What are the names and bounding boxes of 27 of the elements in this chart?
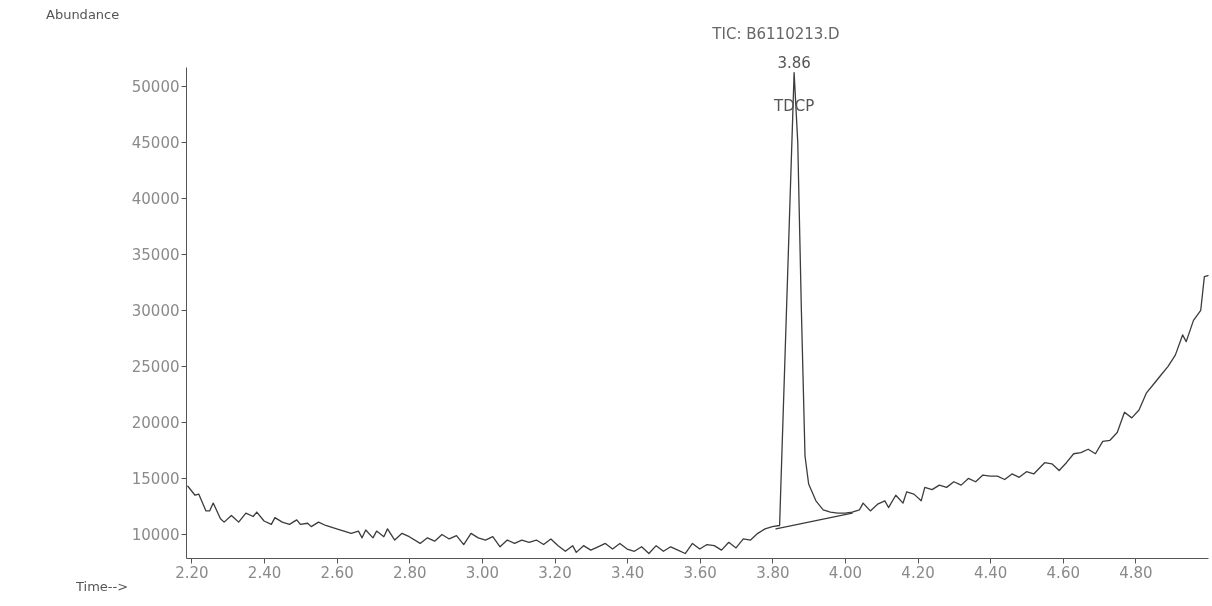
x-tick-label: 4.40 (973, 563, 1008, 582)
x-tick-label: 3.20 (538, 563, 572, 582)
x-tick-label: 4.20 (901, 563, 935, 582)
y-tick-label: 40000 (131, 189, 180, 208)
x-tick-label: 3.40 (610, 563, 645, 582)
x-tick-label: 4.80 (1119, 563, 1153, 582)
x-tick-label: 2.80 (393, 563, 427, 582)
x-tick-label: 4.00 (828, 563, 863, 582)
x-tick-label: 3.80 (756, 563, 790, 582)
x-tick-label: 3.00 (465, 563, 500, 582)
y-axis-title: Abundance (46, 7, 120, 22)
annotation: 3.86 (777, 53, 811, 72)
x-tick-label: 3.60 (683, 563, 717, 582)
y-tick-label: 25000 (131, 357, 180, 376)
x-tick-label: 4.60 (1046, 563, 1080, 582)
x-tick-label: 2.40 (247, 563, 282, 582)
y-tick-label: 45000 (131, 133, 180, 152)
x-tick-label: 2.60 (320, 563, 354, 582)
y-tick-label: 50000 (131, 77, 180, 96)
y-tick-label: 10000 (131, 525, 180, 544)
y-tick-label: 15000 (131, 469, 180, 488)
y-tick-label: 35000 (131, 245, 180, 264)
chart-title: TIC: B6110213.D (711, 25, 840, 43)
x-tick-label: 2.20 (175, 563, 209, 582)
x-axis-title: Time--> (75, 579, 129, 594)
y-tick-label: 20000 (131, 413, 180, 432)
y-tick-label: 30000 (131, 301, 180, 320)
